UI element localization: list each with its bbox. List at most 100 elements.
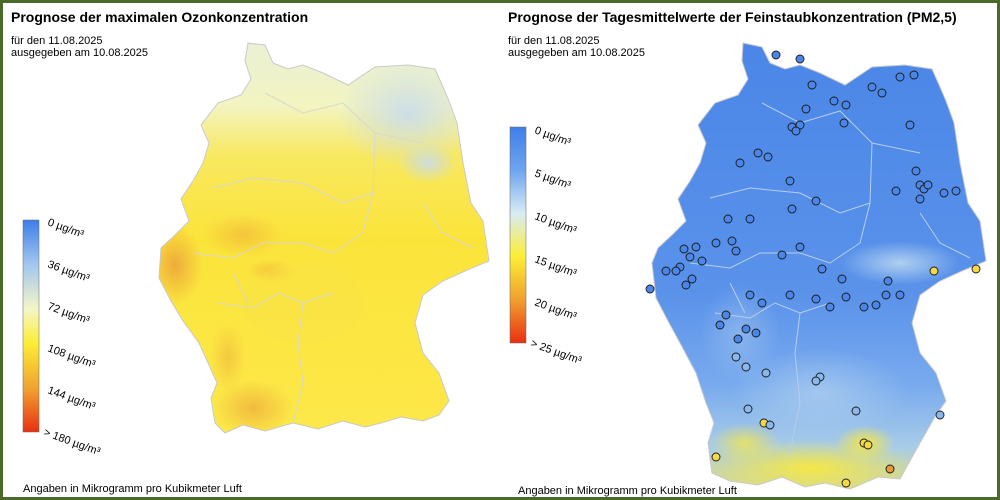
station-marker (745, 290, 755, 300)
station-marker (723, 214, 733, 224)
pm25-legend-label: 5 µg/m³ (533, 168, 573, 192)
station-marker (795, 242, 805, 252)
pm25-legend-label: 10 µg/m³ (533, 211, 578, 237)
ozone-map-svg: 0 µg/m³ 36 µg/m³ 72 µg/m³ 108 µg/m³ 144 … (22, 42, 490, 459)
station-marker (735, 158, 745, 168)
station-marker (895, 290, 905, 300)
station-marker (751, 328, 761, 338)
pm25-legend-labels: 0 µg/m³ 5 µg/m³ 10 µg/m³ 15 µg/m³ 20 µg/… (529, 125, 583, 368)
ozone-legend-label: > 180 µg/m³ (42, 427, 102, 459)
station-marker (915, 194, 925, 204)
station-marker (909, 70, 919, 80)
station-marker (753, 148, 763, 158)
station-marker (891, 186, 901, 196)
station-marker (863, 440, 873, 450)
station-marker (761, 368, 771, 378)
ozone-state-borders (192, 92, 474, 424)
station-marker (881, 290, 891, 300)
station-marker (841, 100, 851, 110)
station-marker (645, 284, 655, 294)
station-marker (883, 276, 893, 286)
ozone-map (159, 43, 489, 433)
ozone-legend-label: 108 µg/m³ (46, 343, 97, 371)
station-marker (785, 290, 795, 300)
station-marker (661, 266, 671, 276)
pm25-map (652, 43, 986, 489)
ozone-legend-label: 144 µg/m³ (46, 385, 97, 413)
station-marker (765, 420, 775, 430)
station-marker (811, 376, 821, 386)
station-marker (681, 280, 691, 290)
pm25-legend-label: 0 µg/m³ (533, 125, 573, 149)
ozone-title: Prognose der maximalen Ozonkonzentration (11, 9, 309, 25)
station-marker (757, 298, 767, 308)
ozone-legend-label: 0 µg/m³ (46, 217, 86, 241)
station-marker (785, 176, 795, 186)
ozone-legend-label: 36 µg/m³ (46, 259, 91, 285)
station-marker (697, 256, 707, 266)
station-marker (867, 82, 877, 92)
station-marker (671, 266, 681, 276)
station-marker (721, 310, 731, 320)
ozone-panel: 0 µg/m³ 36 µg/m³ 72 µg/m³ 108 µg/m³ 144 … (3, 3, 500, 497)
station-marker (745, 214, 755, 224)
pm25-stations (645, 50, 981, 488)
station-marker (795, 54, 805, 64)
pm25-legend-label: > 25 µg/m³ (529, 338, 583, 368)
station-marker (763, 152, 773, 162)
station-marker (687, 274, 697, 284)
station-marker (923, 180, 933, 190)
pm25-map-svg: 0 µg/m³ 5 µg/m³ 10 µg/m³ 15 µg/m³ 20 µg/… (509, 42, 987, 490)
pm25-title: Prognose der Tagesmittelwerte der Feinst… (508, 9, 957, 25)
station-marker (817, 264, 827, 274)
station-marker (711, 238, 721, 248)
ozone-legend-bar (22, 219, 40, 433)
station-marker (825, 302, 835, 312)
station-marker (929, 266, 939, 276)
ozone-legend-label: 72 µg/m³ (46, 301, 91, 327)
station-marker (837, 274, 847, 284)
station-marker (951, 186, 961, 196)
station-marker (851, 406, 861, 416)
station-marker (691, 242, 701, 252)
station-marker (733, 334, 743, 344)
ozone-date: für den 11.08.2025 (11, 35, 103, 47)
station-marker (715, 320, 725, 330)
station-marker (895, 72, 905, 82)
station-marker (811, 294, 821, 304)
station-marker (839, 118, 849, 128)
pm25-state-borders (689, 102, 971, 454)
station-marker (801, 104, 811, 114)
station-marker (795, 120, 805, 130)
station-marker (939, 188, 949, 198)
station-marker (743, 404, 753, 414)
station-marker (911, 166, 921, 176)
ozone-issued: ausgegeben am 10.08.2025 (11, 47, 149, 59)
station-marker (935, 410, 945, 420)
pm25-footer: Angaben in Mikrogramm pro Kubikmeter Luf… (518, 485, 737, 497)
ozone-legend-labels: 0 µg/m³ 36 µg/m³ 72 µg/m³ 108 µg/m³ 144 … (42, 217, 102, 459)
station-marker (685, 252, 695, 262)
ozone-footer: Angaben in Mikrogramm pro Kubikmeter Luf… (23, 483, 242, 495)
station-marker (829, 96, 839, 106)
station-marker (741, 324, 751, 334)
station-marker (905, 120, 915, 130)
station-marker (841, 292, 851, 302)
pm25-issued: ausgegeben am 10.08.2025 (508, 47, 646, 59)
station-marker (885, 464, 895, 474)
pm25-legend-label: 15 µg/m³ (533, 254, 578, 280)
station-marker (727, 236, 737, 246)
station-marker (741, 362, 751, 372)
pm25-panel: 0 µg/m³ 5 µg/m³ 10 µg/m³ 15 µg/m³ 20 µg/… (500, 3, 997, 497)
station-marker (871, 300, 881, 310)
station-marker (787, 204, 797, 214)
station-marker (859, 302, 869, 312)
pm25-legend-bar (509, 126, 527, 344)
station-marker (777, 250, 787, 260)
station-marker (877, 88, 887, 98)
pm25-legend-label: 20 µg/m³ (533, 297, 578, 323)
station-marker (731, 352, 741, 362)
station-marker (679, 244, 689, 254)
station-marker (807, 80, 817, 90)
